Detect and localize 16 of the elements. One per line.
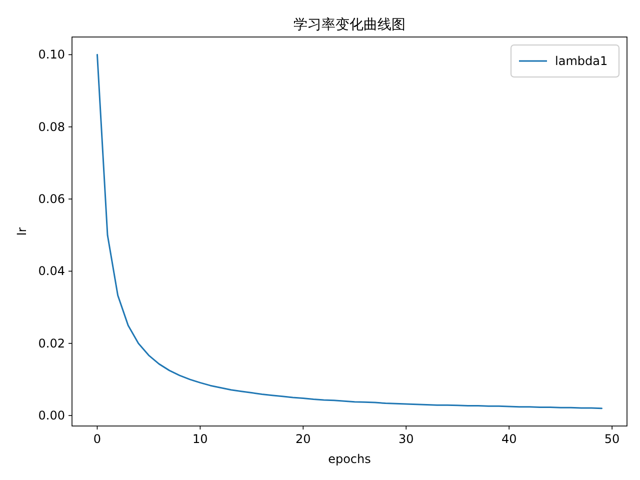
y-tick-label: 0.08 — [38, 120, 65, 134]
x-axis-title: epochs — [328, 452, 371, 466]
x-tick-label: 50 — [604, 432, 620, 446]
chart-title: 学习率变化曲线图 — [294, 17, 406, 33]
x-tick-label: 40 — [501, 432, 517, 446]
x-tick-label: 20 — [296, 432, 311, 446]
x-tick-label: 30 — [398, 432, 414, 446]
x-tick-label: 0 — [93, 432, 102, 446]
y-axis-title: lr — [15, 227, 29, 236]
x-tick-label: 10 — [192, 432, 208, 446]
y-tick-label: 0.02 — [38, 336, 65, 350]
legend-label: lambda1 — [555, 54, 608, 68]
y-tick-label: 0.10 — [38, 48, 65, 62]
y-tick-label: 0.00 — [38, 408, 65, 423]
y-tick-label: 0.06 — [38, 192, 65, 206]
y-tick-label: 0.04 — [38, 264, 65, 278]
